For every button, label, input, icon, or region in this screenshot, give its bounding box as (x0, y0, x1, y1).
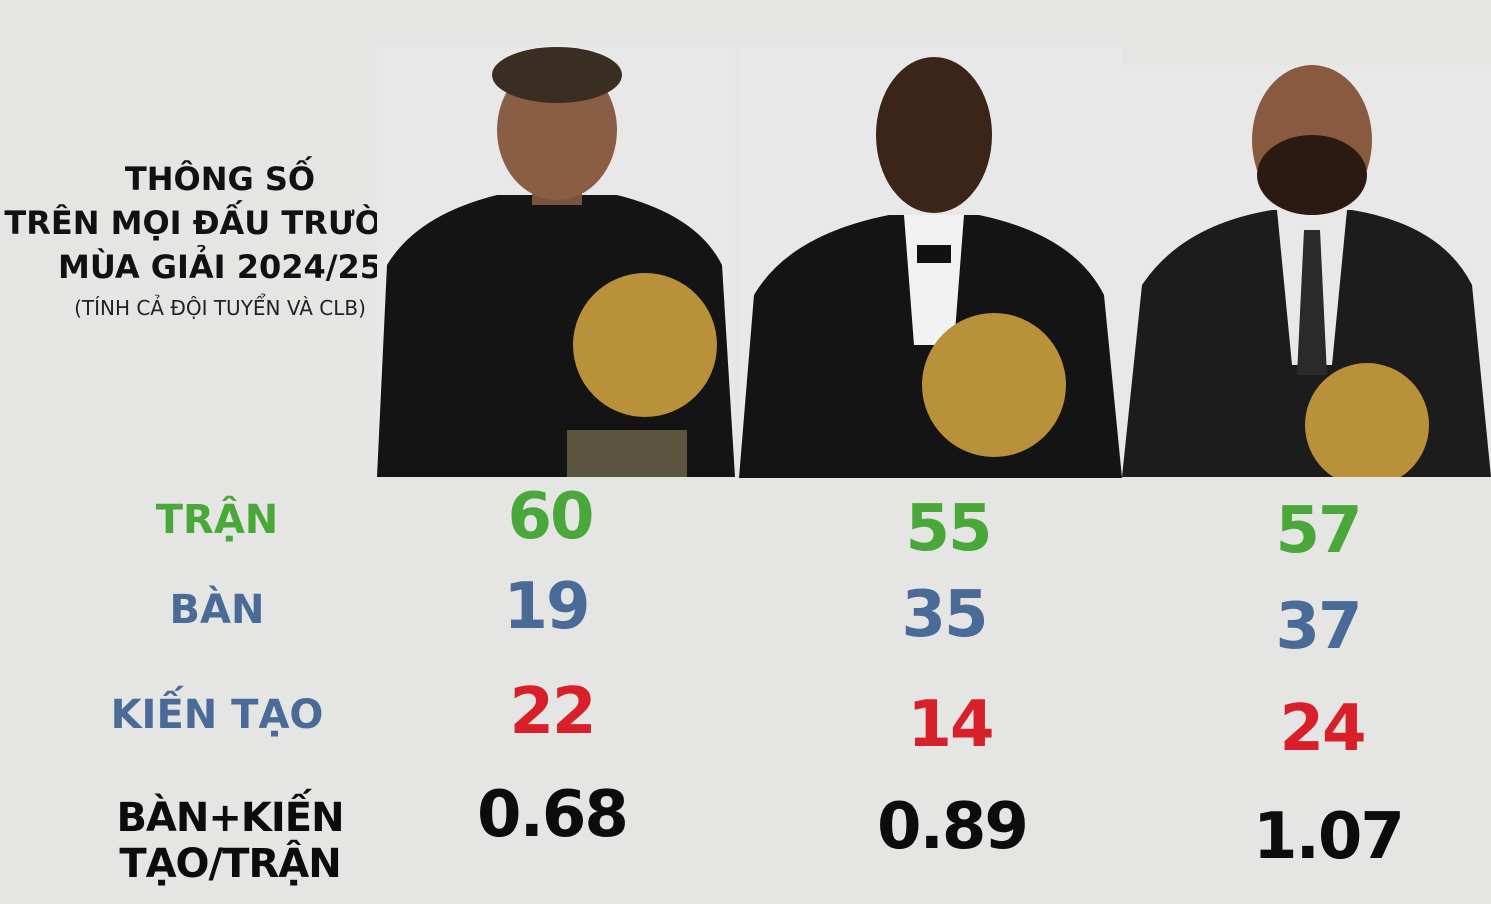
player-1-goals: 19 (503, 570, 590, 644)
label-matches: TRẬN (155, 497, 279, 543)
subtitle: (TÍNH CẢ ĐỘI TUYỂN VÀ CLB) (74, 296, 366, 320)
player-2-ratio: 0.89 (877, 790, 1029, 864)
player-3-ratio: 1.07 (1253, 800, 1405, 874)
trophy-ball-icon (573, 273, 717, 417)
label-goals: BÀN (169, 587, 265, 633)
player-1-matches: 60 (507, 480, 594, 554)
player-photo-1 (377, 45, 735, 477)
player-2-assists: 14 (907, 688, 994, 762)
page-title: THÔNG SỐ TRÊN MỌI ĐẤU TRƯỜNG MÙA GIẢI 20… (0, 157, 440, 289)
trophy-ball-icon (1305, 363, 1429, 477)
label-ratio: BÀN+KIẾN TẠO/TRẬN (116, 795, 344, 887)
player-2-matches: 55 (905, 492, 992, 566)
title-line-3: MÙA GIẢI 2024/25 (57, 248, 382, 286)
title-line-2: TRÊN MỌI ĐẤU TRƯỜNG (4, 204, 436, 242)
title-line-1: THÔNG SỐ (124, 160, 316, 198)
label-assists: KIẾN TẠO (110, 692, 324, 738)
player-3-matches: 57 (1275, 494, 1362, 568)
player-photo-3 (1122, 65, 1491, 477)
player-1-assists: 22 (509, 675, 596, 749)
player-photo-2 (739, 45, 1122, 478)
player-3-goals: 37 (1275, 590, 1362, 664)
player-2-goals: 35 (901, 578, 988, 652)
player-1-ratio: 0.68 (477, 778, 629, 852)
player-3-assists: 24 (1279, 692, 1366, 766)
trophy-ball-icon (922, 313, 1066, 457)
